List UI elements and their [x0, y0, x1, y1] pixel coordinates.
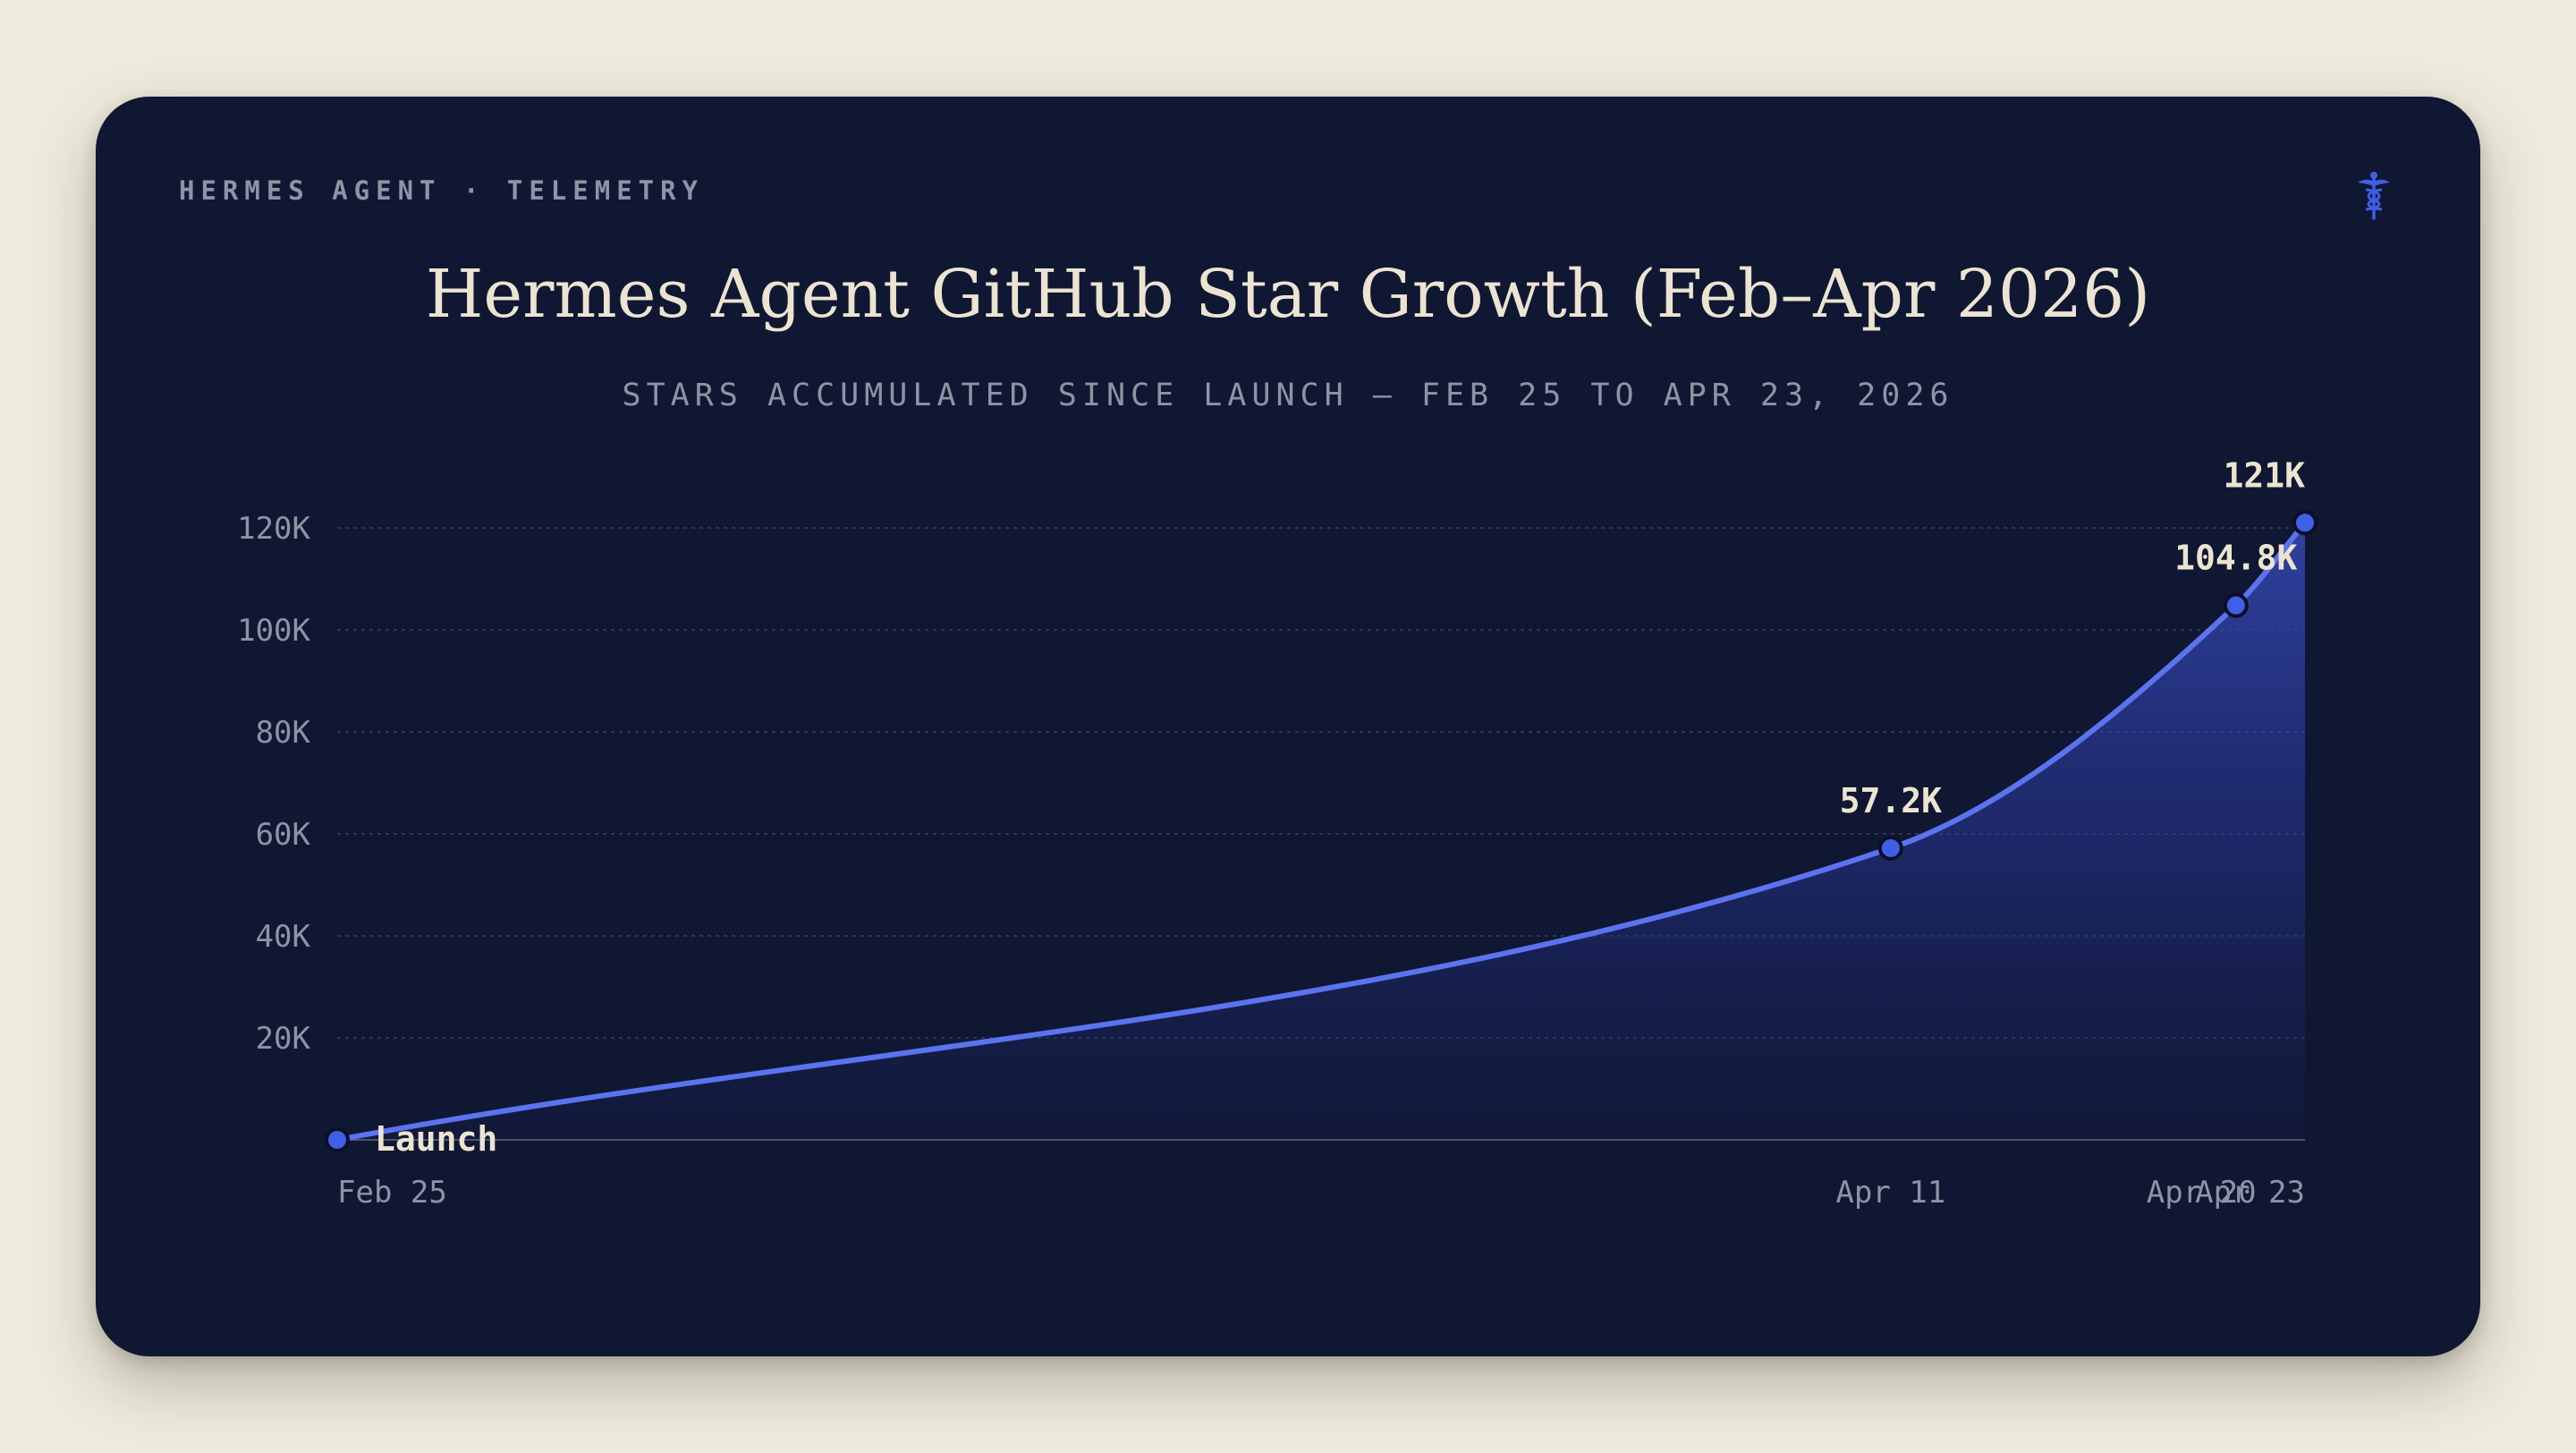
y-tick-label: 100K: [237, 613, 310, 649]
eyebrow-label: HERMES AGENT · TELEMETRY: [179, 175, 705, 206]
data-point: [2292, 510, 2318, 536]
data-point: [2223, 592, 2249, 618]
data-labels: Launch 57.2K 104.8K 121K: [375, 455, 2305, 1159]
chart-title: Hermes Agent GitHub Star Growth (Feb–Apr…: [425, 256, 2151, 333]
y-tick-label: 20K: [256, 1021, 311, 1057]
y-axis-ticks: 20K 40K 60K 80K 100K 120K: [237, 511, 310, 1057]
x-tick-label: Apr 23: [2195, 1175, 2305, 1211]
data-label: 104.8K: [2174, 539, 2297, 578]
star-growth-chart: 20K 40K 60K 80K 100K 120K Feb 25 Apr 11 Apr 20A…: [237, 455, 2318, 1211]
data-points: [325, 510, 2318, 1152]
y-tick-label: 120K: [237, 511, 310, 547]
data-label: 121K: [2223, 455, 2305, 495]
x-tick-label: Apr 20: [2147, 1175, 2257, 1211]
data-label: Launch: [375, 1119, 497, 1159]
chart-subtitle: STARS ACCUMULATED SINCE LAUNCH — FEB 25 …: [622, 378, 1954, 413]
y-tick-label: 60K: [256, 817, 311, 853]
area-fill: [337, 523, 2305, 1140]
x-tick-label: Feb 25: [337, 1175, 447, 1211]
x-tick-label: Apr 11: [1835, 1175, 1945, 1211]
data-point: [1877, 835, 1903, 861]
data-point: [325, 1127, 350, 1152]
data-label: 57.2K: [1840, 781, 1943, 820]
y-tick-label: 40K: [256, 919, 311, 955]
chart-card: HERMES AGENT · TELEMETRY Hermes Agent Gi…: [96, 97, 2480, 1356]
caduceus-icon: [2358, 172, 2390, 220]
y-tick-label: 80K: [256, 715, 311, 751]
